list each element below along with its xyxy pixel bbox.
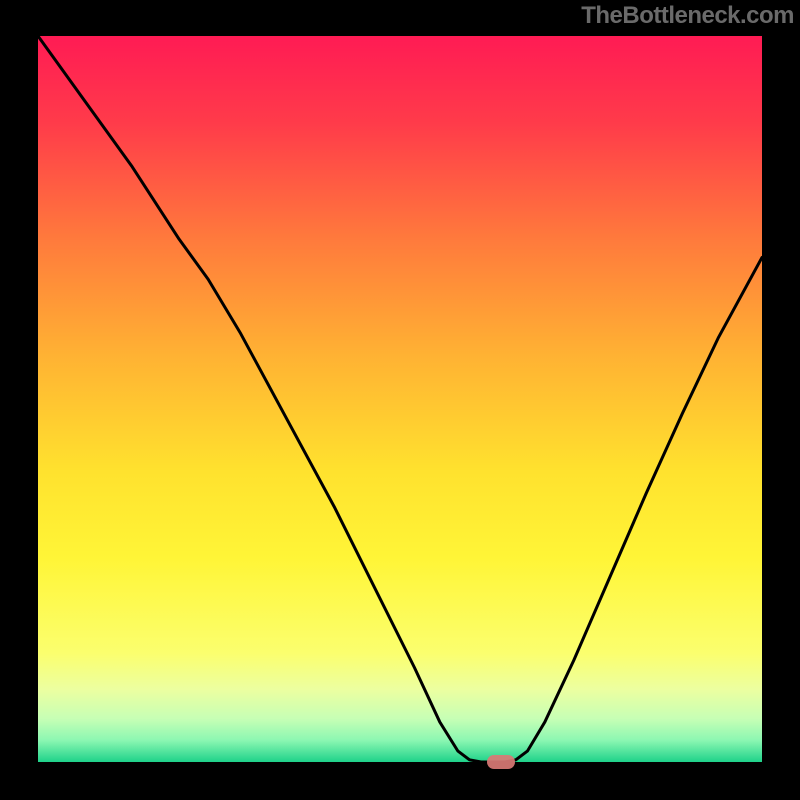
current-config-marker: [487, 755, 515, 769]
bottleneck-chart: [0, 0, 800, 800]
watermark-text: TheBottleneck.com: [581, 2, 794, 30]
plot-gradient-background: [38, 36, 762, 762]
chart-container: TheBottleneck.com: [0, 0, 800, 800]
